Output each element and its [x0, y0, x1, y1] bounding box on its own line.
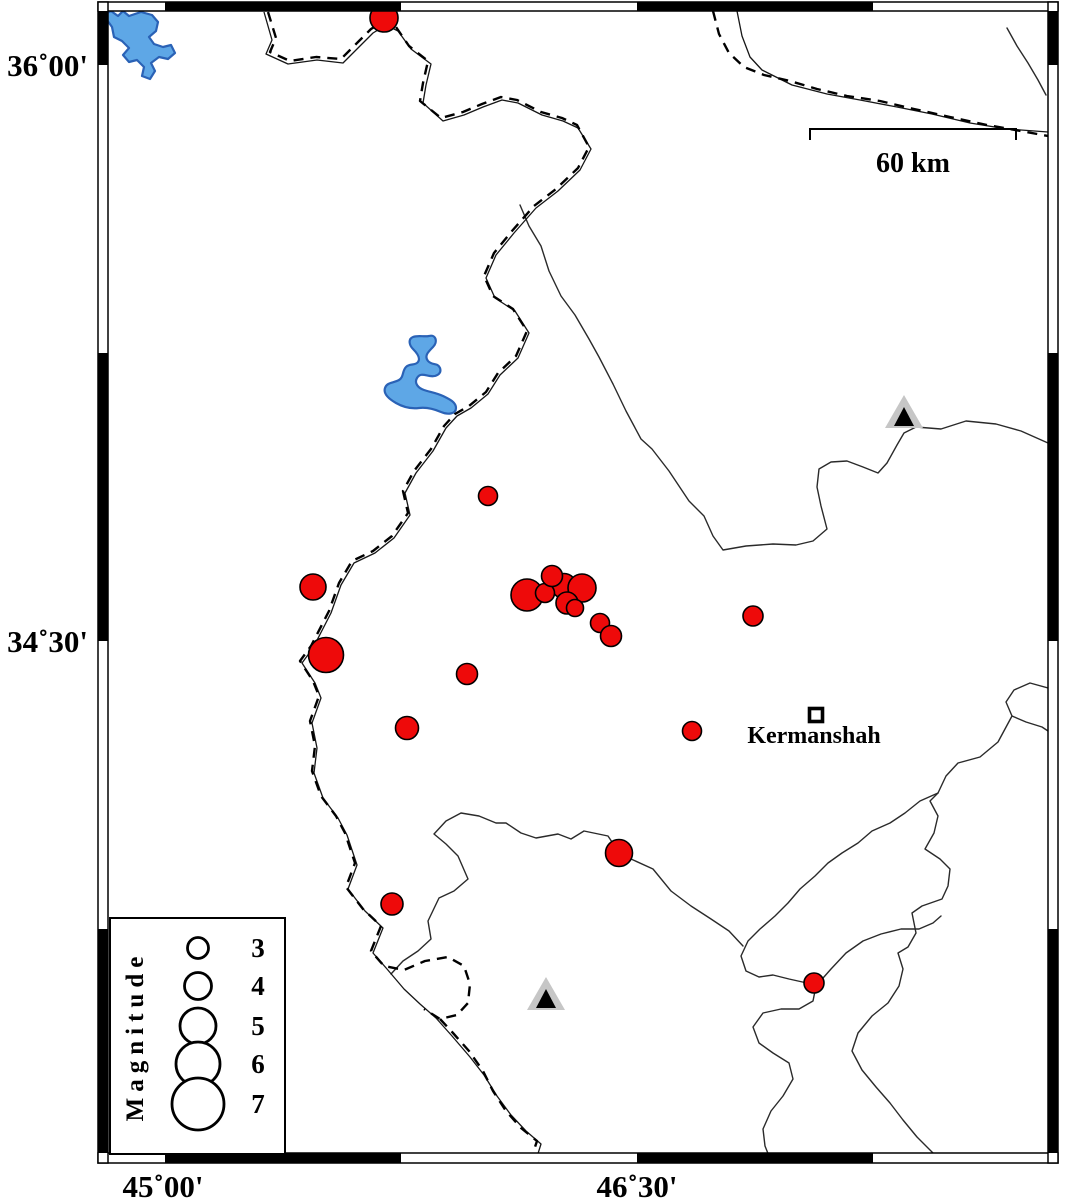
- longitude-label: 46˚30': [597, 1169, 678, 1203]
- earthquake-epicenter-marker: [477, 485, 499, 507]
- frame-tick-black-bottom: [165, 1153, 401, 1163]
- earthquake-epicenter-marker: [742, 605, 764, 627]
- city-label: Kermanshah: [747, 723, 880, 749]
- legend-magnitude-label: 4: [251, 971, 265, 1001]
- frame-tick-black-left: [98, 929, 108, 1153]
- axis-labels: 36˚00' 34˚30' 45˚00' 46˚30': [7, 48, 677, 1203]
- station-triangle-inner: [536, 989, 556, 1008]
- magnitude-legend: Magnitude 3 4 5 6 7: [109, 917, 286, 1155]
- river-line: [519, 204, 1048, 551]
- river-line: [740, 792, 939, 1153]
- earthquake-epicenter-marker: [681, 720, 703, 742]
- earthquake-epicenter-marker: [299, 573, 327, 601]
- frame-tick-black-bottom: [637, 1153, 873, 1163]
- legend-magnitude-label: 6: [251, 1049, 265, 1079]
- legend-magnitude-circle: [178, 1006, 218, 1046]
- scale-bar: 60 km: [809, 128, 1017, 179]
- legend-magnitude-label: 5: [251, 1011, 265, 1041]
- frame-tick-black-left: [98, 353, 108, 641]
- legend-magnitude-label: 3: [251, 933, 265, 963]
- earthquake-epicenter-marker: [307, 636, 345, 674]
- frame-tick-black-right: [1048, 353, 1058, 641]
- earthquake-epicenter-marker: [565, 598, 585, 618]
- earthquake-epicenter-marker: [803, 972, 825, 994]
- frame-tick-black-right: [1048, 11, 1058, 65]
- legend-magnitude-circle: [186, 936, 210, 960]
- station-layer: [527, 395, 923, 1010]
- scale-bar-label: 60 km: [876, 148, 950, 179]
- earthquake-epicenter-marker: [604, 838, 634, 868]
- river-line: [1005, 682, 1048, 732]
- earthquake-layer: [299, 11, 825, 994]
- river-line: [390, 812, 744, 975]
- latitude-label: 36˚00': [7, 48, 88, 83]
- earthquake-epicenter-marker: [599, 624, 623, 648]
- boundary-solid-line: [263, 11, 1048, 1153]
- earthquake-epicenter-marker: [380, 892, 404, 916]
- river-line: [815, 915, 942, 987]
- earthquake-epicenter-marker: [394, 715, 420, 741]
- frame-tick-black-top: [165, 2, 401, 11]
- city-square-marker: [807, 706, 825, 724]
- lake: [108, 11, 177, 81]
- earthquake-epicenter-marker: [455, 662, 479, 686]
- city-layer: Kermanshah: [747, 706, 881, 749]
- legend-title: Magnitude: [122, 951, 149, 1122]
- map-frame: [97, 1, 1059, 1164]
- legend-magnitude-label: 7: [251, 1089, 265, 1119]
- geography-layer: [108, 11, 1048, 1153]
- legend-magnitude-circle: [183, 971, 213, 1001]
- boundary-dashed-line: [266, 11, 1048, 1153]
- frame-tick-black-top: [637, 2, 873, 11]
- earthquake-epicenter-marker: [540, 564, 564, 588]
- river-line: [1006, 27, 1047, 96]
- river-line: [851, 715, 1013, 1153]
- latitude-label: 34˚30': [7, 624, 88, 659]
- frame-tick-black-left: [98, 11, 108, 65]
- lake: [383, 334, 458, 415]
- legend-magnitude-circle: [170, 1076, 226, 1132]
- longitude-label: 45˚00': [123, 1169, 204, 1203]
- station-triangle-inner: [894, 407, 914, 426]
- scale-bar-bracket: [809, 128, 1017, 140]
- earthquake-epicenter-marker: [369, 11, 399, 33]
- frame-tick-black-right: [1048, 929, 1058, 1153]
